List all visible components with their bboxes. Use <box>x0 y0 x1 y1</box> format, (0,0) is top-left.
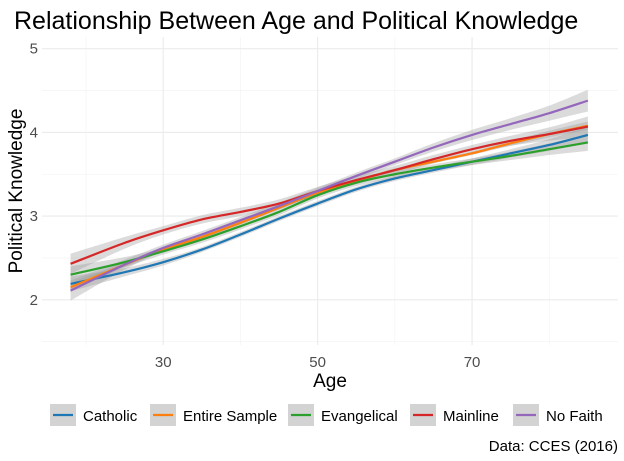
chart-title: Relationship Between Age and Political K… <box>14 7 578 35</box>
y-tick-label: 2 <box>30 292 38 309</box>
x-tick-label: 30 <box>155 354 172 371</box>
legend-label: Evangelical <box>321 408 398 425</box>
line-mainline <box>70 125 589 265</box>
line-no-faith <box>70 99 589 292</box>
legend-label: Catholic <box>83 408 138 425</box>
y-tick-label: 5 <box>30 41 38 58</box>
caption: Data: CCES (2016) <box>489 438 618 455</box>
legend-item: Mainline <box>410 404 499 426</box>
legend-item: No Faith <box>513 404 603 426</box>
legend-item: Entire Sample <box>150 404 277 426</box>
confidence-ribbons <box>70 89 588 301</box>
legend-label: Mainline <box>443 408 499 425</box>
y-tick-label: 3 <box>30 208 38 225</box>
y-axis-label: Political Knowledge <box>6 109 27 274</box>
legend-item: Catholic <box>50 404 138 426</box>
y-tick-label: 4 <box>30 124 38 141</box>
ribbon-entire-sample <box>70 121 588 292</box>
legend-item: Evangelical <box>288 404 398 426</box>
axis-ticks: 30 50 70 2 3 4 5 <box>30 41 481 371</box>
x-tick-label: 70 <box>464 354 481 371</box>
legend-label: No Faith <box>546 408 603 425</box>
line-catholic <box>70 133 589 285</box>
series-lines <box>70 99 589 292</box>
legend-label: Entire Sample <box>183 408 277 425</box>
line-evangelical <box>70 141 589 276</box>
legend: Catholic Entire Sample Evangelical Mainline… <box>50 404 603 426</box>
x-tick-label: 50 <box>309 354 326 371</box>
ribbon-no-faith <box>70 89 588 301</box>
x-axis-label: Age <box>313 371 347 392</box>
